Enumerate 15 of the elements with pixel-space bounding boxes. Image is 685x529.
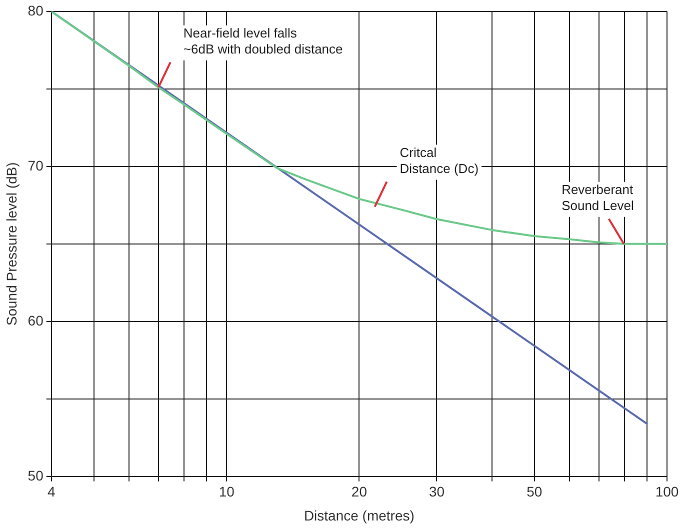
annotation: Critcal Distance (Dc) xyxy=(400,144,479,176)
x-tick-label: 30 xyxy=(428,484,445,500)
x-tick-label: 10 xyxy=(218,484,235,500)
x-tick-label: 50 xyxy=(526,484,542,500)
y-tick-label: 50 xyxy=(28,467,44,484)
y-tick-label: 70 xyxy=(28,157,44,174)
x-tick-label: 4 xyxy=(47,484,56,500)
x-axis-title: Distance (metres) xyxy=(304,507,414,524)
x-tick-label: 100 xyxy=(655,484,679,500)
y-tick-label: 60 xyxy=(28,312,44,328)
x-tick-label: 20 xyxy=(351,484,368,500)
y-axis-title: Sound Pressure level (dB) xyxy=(3,162,20,326)
y-tick-label: 80 xyxy=(28,2,44,18)
annotation: Near-field level falls ~6dB with doubled distance xyxy=(183,25,343,56)
annotation: Reverberant Sound Level xyxy=(562,182,634,213)
